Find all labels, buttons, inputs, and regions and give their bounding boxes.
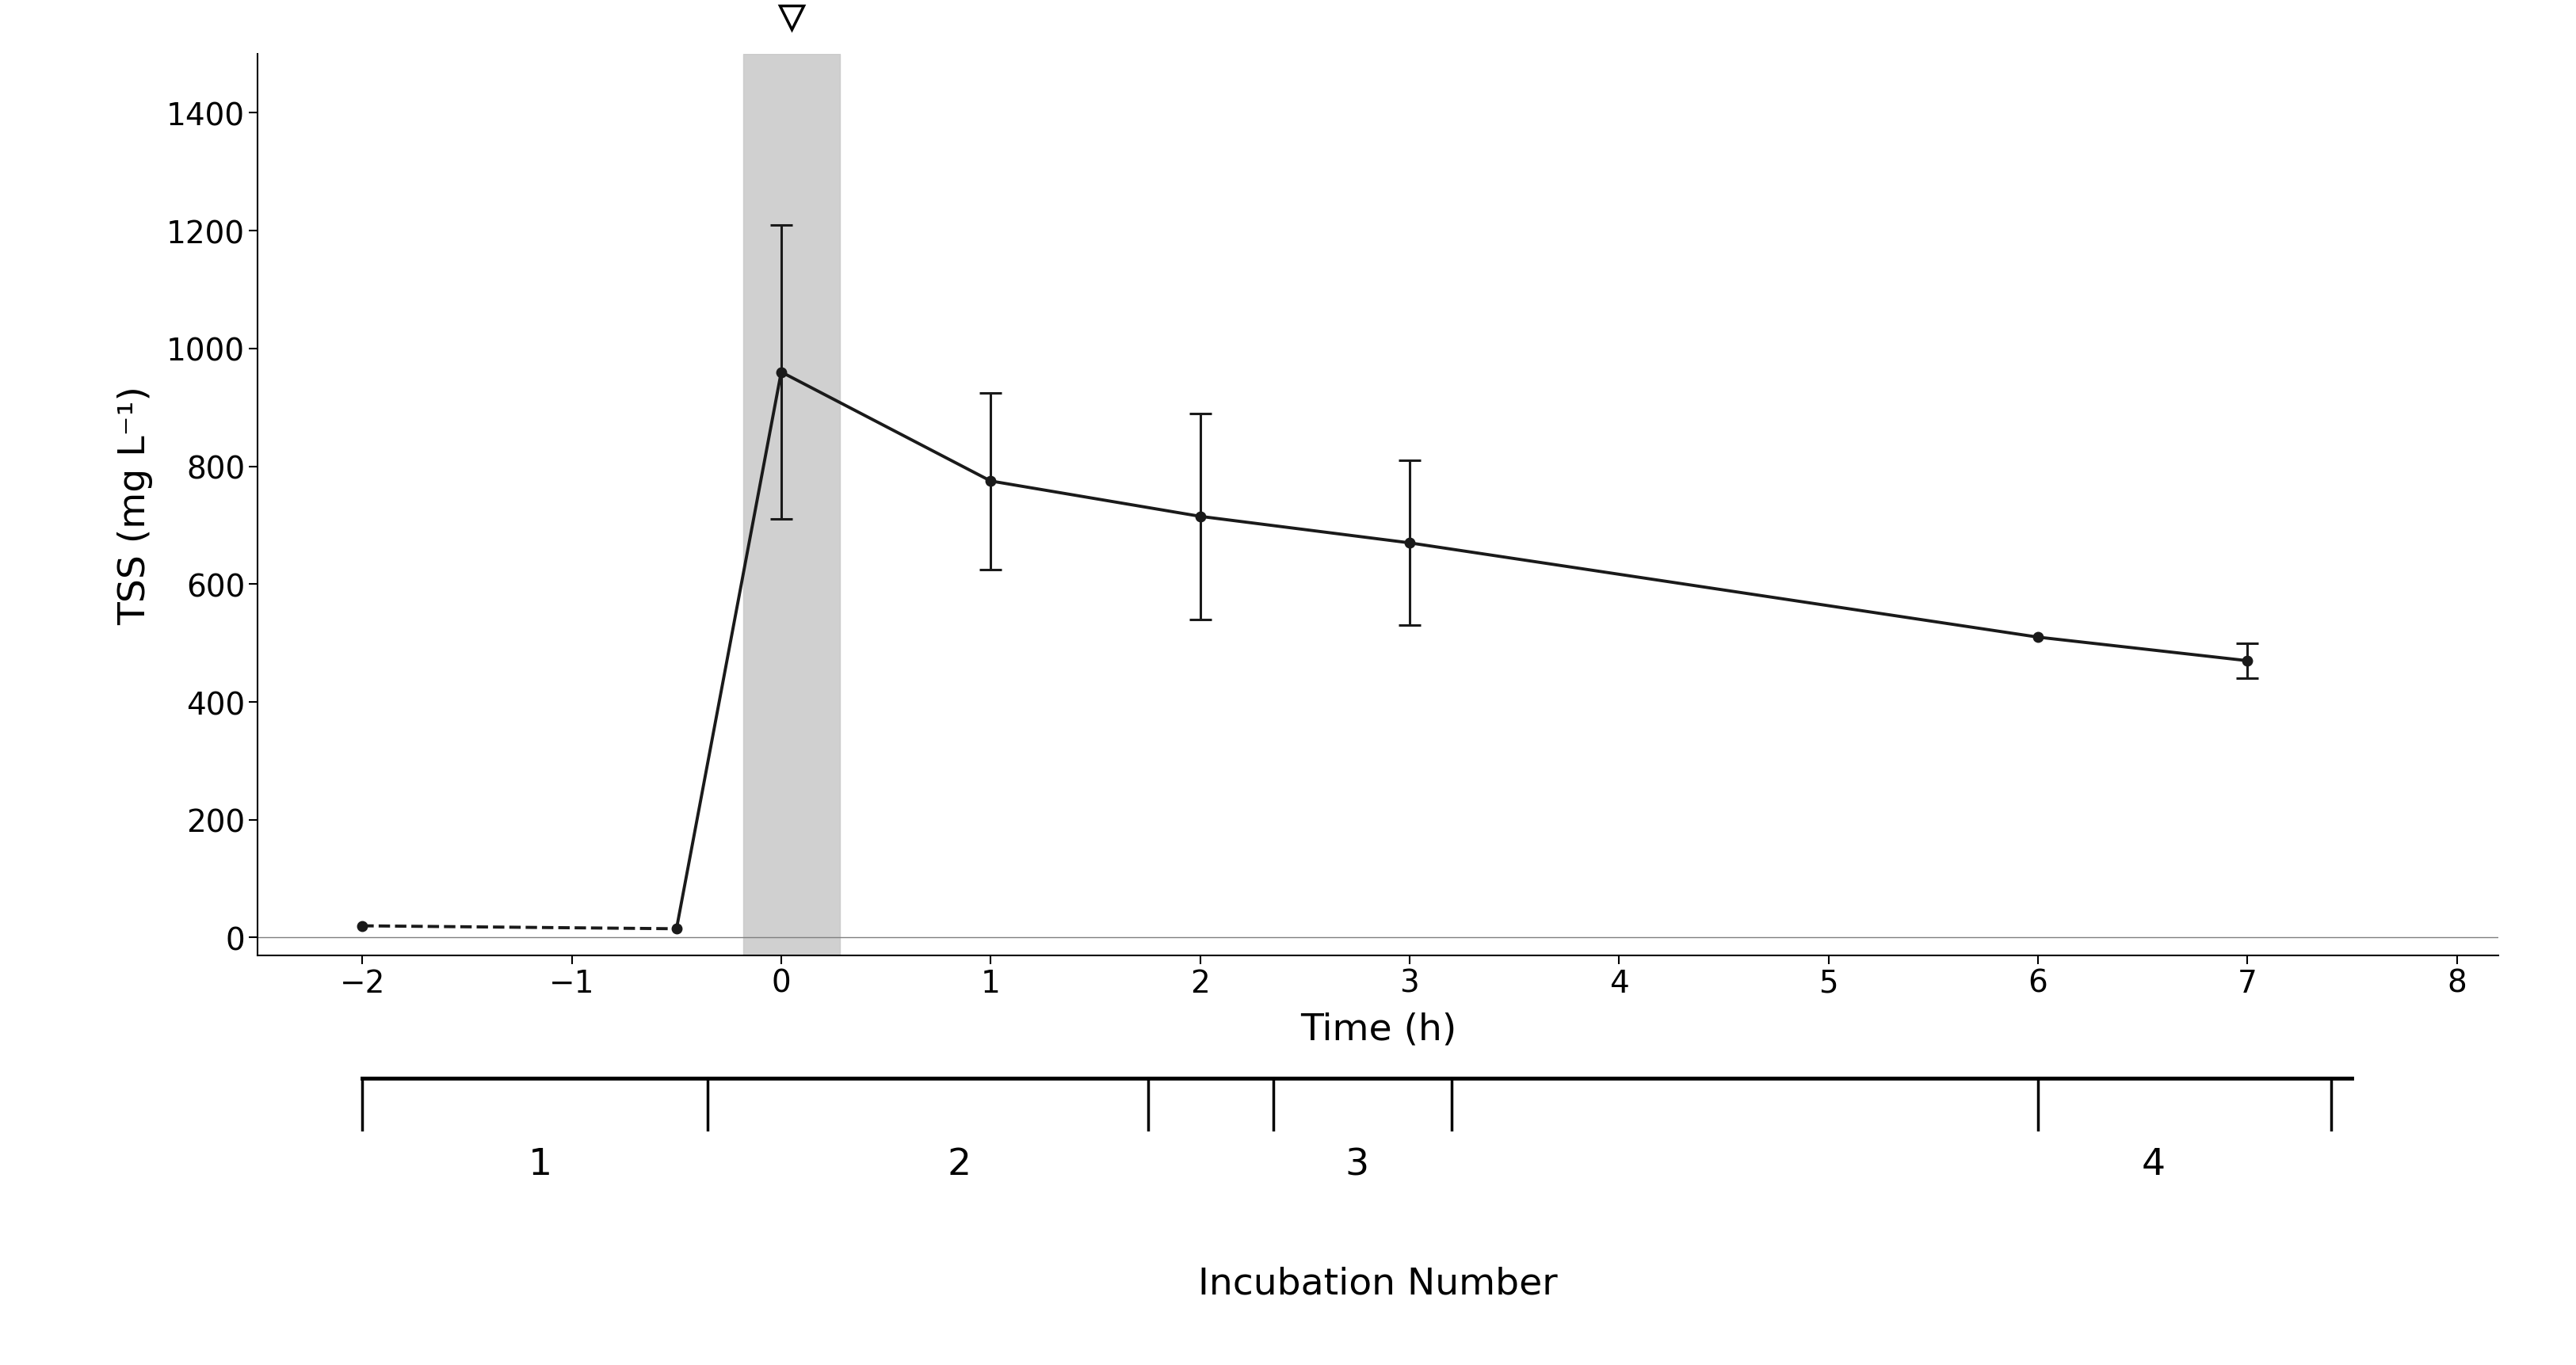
- X-axis label: Time (h): Time (h): [1301, 1011, 1455, 1047]
- Text: 1: 1: [528, 1147, 551, 1182]
- Text: 3: 3: [1345, 1147, 1370, 1182]
- Bar: [744, 55, 840, 956]
- Text: 4: 4: [2141, 1147, 2164, 1182]
- Y-axis label: TSS (mg L⁻¹): TSS (mg L⁻¹): [118, 385, 152, 625]
- Text: 2: 2: [948, 1147, 971, 1182]
- Text: Incubation Number: Incubation Number: [1198, 1265, 1558, 1301]
